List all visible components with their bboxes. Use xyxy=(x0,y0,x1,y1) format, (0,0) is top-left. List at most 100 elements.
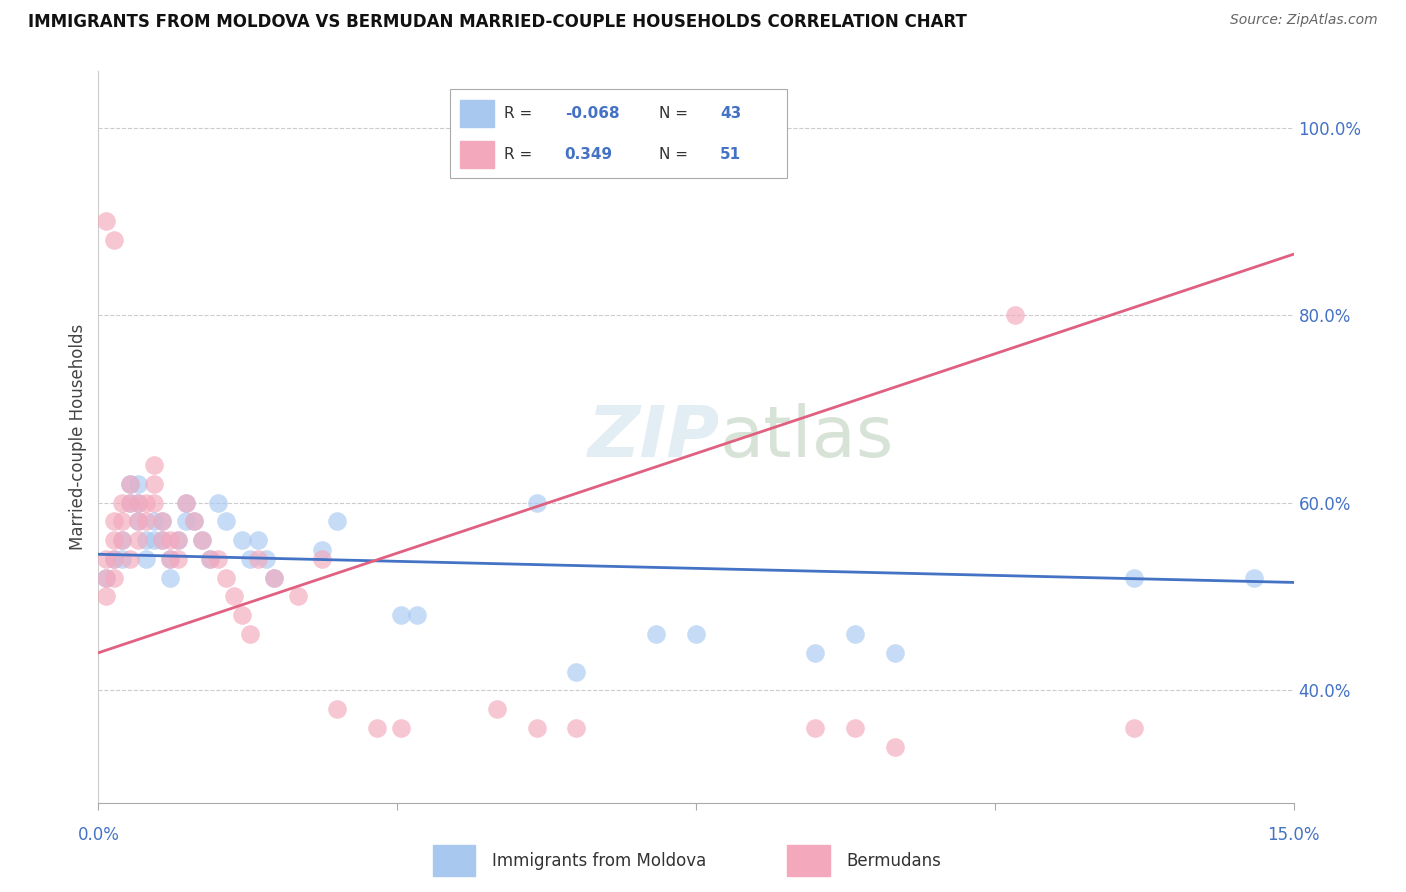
Point xyxy=(246,552,269,566)
Point xyxy=(120,477,142,491)
Point xyxy=(135,496,157,510)
Point xyxy=(111,515,134,529)
Point xyxy=(1243,571,1265,585)
Text: ZIP: ZIP xyxy=(588,402,720,472)
Point xyxy=(215,515,238,529)
Point xyxy=(111,496,134,510)
Point xyxy=(287,590,309,604)
Point xyxy=(207,552,229,566)
Point xyxy=(207,496,229,510)
Point xyxy=(120,477,142,491)
Point xyxy=(103,533,125,548)
Point xyxy=(135,515,157,529)
Point xyxy=(1123,571,1146,585)
Point xyxy=(191,533,214,548)
Point xyxy=(135,533,157,548)
Point xyxy=(150,533,173,548)
Point xyxy=(143,458,166,473)
Point xyxy=(844,721,866,735)
Point xyxy=(120,496,142,510)
Point xyxy=(111,533,134,548)
Point xyxy=(143,515,166,529)
Point xyxy=(191,533,214,548)
Text: Bermudans: Bermudans xyxy=(846,852,941,870)
Point xyxy=(884,646,907,660)
Point xyxy=(565,665,588,679)
Y-axis label: Married-couple Households: Married-couple Households xyxy=(69,324,87,550)
Point xyxy=(222,590,245,604)
Point xyxy=(215,571,238,585)
FancyBboxPatch shape xyxy=(450,89,787,178)
Point xyxy=(135,552,157,566)
Point xyxy=(96,571,118,585)
Text: 0.0%: 0.0% xyxy=(77,826,120,844)
Point xyxy=(150,533,173,548)
Point xyxy=(167,533,190,548)
Point xyxy=(143,533,166,548)
Point xyxy=(103,571,125,585)
Point xyxy=(263,571,285,585)
Point xyxy=(159,571,181,585)
Text: 51: 51 xyxy=(720,147,741,161)
Point xyxy=(246,533,269,548)
Point xyxy=(884,739,907,754)
Text: IMMIGRANTS FROM MOLDOVA VS BERMUDAN MARRIED-COUPLE HOUSEHOLDS CORRELATION CHART: IMMIGRANTS FROM MOLDOVA VS BERMUDAN MARR… xyxy=(28,13,967,31)
Point xyxy=(159,552,181,566)
Point xyxy=(183,515,205,529)
Point xyxy=(96,590,118,604)
Point xyxy=(183,515,205,529)
Point xyxy=(127,533,149,548)
Point xyxy=(844,627,866,641)
Text: Immigrants from Moldova: Immigrants from Moldova xyxy=(492,852,706,870)
Point xyxy=(231,533,253,548)
Point xyxy=(645,627,668,641)
Point xyxy=(150,515,173,529)
Text: 43: 43 xyxy=(720,106,741,120)
Point xyxy=(366,721,388,735)
Text: N =: N = xyxy=(659,147,693,161)
Point xyxy=(167,552,190,566)
Point xyxy=(150,515,173,529)
Point xyxy=(127,477,149,491)
Point xyxy=(167,533,190,548)
FancyBboxPatch shape xyxy=(433,846,475,876)
Text: N =: N = xyxy=(659,106,693,120)
Text: atlas: atlas xyxy=(720,402,894,472)
FancyBboxPatch shape xyxy=(787,846,830,876)
Point xyxy=(1004,308,1026,322)
Text: -0.068: -0.068 xyxy=(565,106,619,120)
Point xyxy=(526,721,548,735)
Point xyxy=(103,233,125,247)
Point xyxy=(389,608,412,623)
Point xyxy=(103,552,125,566)
Point xyxy=(804,721,827,735)
Point xyxy=(311,542,333,557)
Point xyxy=(198,552,221,566)
Text: 15.0%: 15.0% xyxy=(1267,826,1320,844)
Point xyxy=(96,571,118,585)
Point xyxy=(127,496,149,510)
Point xyxy=(485,702,508,716)
Point xyxy=(143,496,166,510)
Point xyxy=(120,496,142,510)
Point xyxy=(326,515,349,529)
Point xyxy=(120,552,142,566)
Point xyxy=(239,552,262,566)
Point xyxy=(389,721,412,735)
Point xyxy=(103,515,125,529)
Point xyxy=(111,533,134,548)
Point xyxy=(159,533,181,548)
Point xyxy=(311,552,333,566)
Point xyxy=(526,496,548,510)
Point xyxy=(143,477,166,491)
FancyBboxPatch shape xyxy=(460,141,494,168)
Point xyxy=(174,515,197,529)
Point xyxy=(127,515,149,529)
Point xyxy=(159,552,181,566)
Point xyxy=(103,552,125,566)
Point xyxy=(565,721,588,735)
Point xyxy=(174,496,197,510)
Point xyxy=(127,515,149,529)
Point xyxy=(263,571,285,585)
Point xyxy=(96,552,118,566)
